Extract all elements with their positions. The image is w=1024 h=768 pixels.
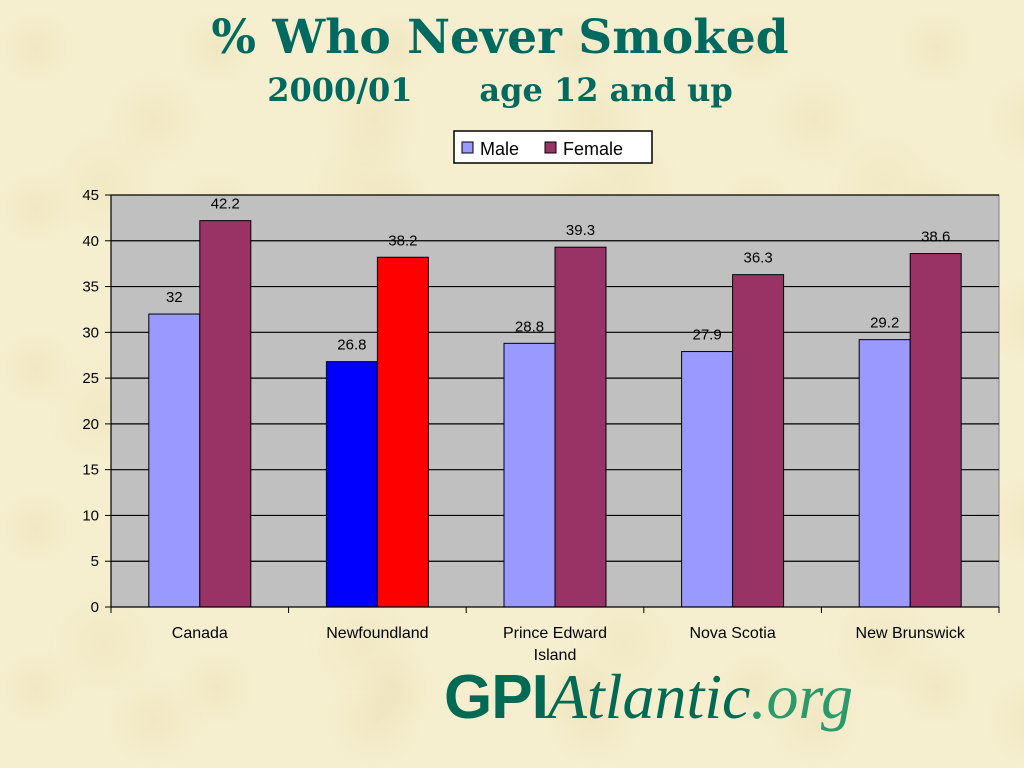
slide-subtitle: 2000/01 age 12 and up	[267, 71, 733, 109]
bar-female	[376, 256, 429, 608]
data-label: 38.2	[388, 232, 417, 249]
y-tick-label: 35	[82, 279, 99, 296]
gpiatlantic-logo: GPI Atlantic .org	[444, 660, 853, 740]
legend-label-male: Male	[480, 139, 519, 159]
y-axis-tick-labels: 0 5 10 15 20 25 30 35 40 45	[82, 187, 99, 616]
y-tick-label: 20	[82, 416, 99, 433]
logo-atlantic: Atlantic	[547, 661, 751, 732]
y-tick-label: 15	[82, 462, 99, 479]
chart-legend: Male Female	[453, 130, 653, 164]
bar-female	[732, 274, 785, 608]
x-tick-label: Nova Scotia	[689, 625, 775, 642]
bar-male	[503, 342, 556, 608]
x-tick-label: New Brunswick	[856, 625, 966, 642]
bar-female	[909, 253, 962, 608]
data-label: 28.8	[515, 318, 544, 335]
data-label: 42.2	[211, 196, 240, 213]
bar-male	[681, 351, 734, 608]
legend-swatch-male	[461, 141, 474, 154]
y-tick-label: 40	[82, 233, 99, 250]
legend-swatch-female	[544, 141, 557, 154]
y-tick-label: 5	[91, 553, 99, 570]
bars	[148, 220, 962, 608]
y-tick-label: 45	[82, 187, 99, 204]
logo-org: .org	[750, 661, 853, 732]
y-tick-label: 25	[82, 370, 99, 387]
bar-male	[148, 313, 201, 608]
axes	[105, 194, 1000, 613]
x-tick-label: Canada	[172, 625, 228, 642]
data-label: 27.9	[692, 327, 721, 344]
y-tick-label: 0	[91, 599, 99, 616]
slide-title: % Who Never Smoked	[211, 10, 789, 65]
legend-label-female: Female	[563, 139, 623, 159]
data-labels: 32 42.2 26.8 38.2 28.8 39.3 27.9 36.3 29.2 38.6	[166, 196, 950, 354]
bar-male	[858, 339, 911, 608]
data-label: 39.3	[566, 222, 595, 239]
x-tick-label: Prince Edward	[503, 625, 607, 642]
bar-female	[554, 246, 607, 608]
y-tick-label: 30	[82, 324, 99, 341]
bar-male	[325, 361, 378, 608]
data-label: 29.2	[870, 315, 899, 332]
bar-female	[199, 220, 252, 608]
y-tick-label: 10	[82, 507, 99, 524]
logo-gpi: GPI	[444, 663, 549, 732]
x-tick-label: Newfoundland	[326, 625, 428, 642]
data-label: 32	[166, 289, 183, 306]
x-axis-tick-labels: Canada Newfoundland Prince Edward Island Nov…	[172, 625, 966, 664]
x-tick-label: Island	[534, 647, 577, 664]
data-label: 36.3	[743, 250, 772, 267]
data-label: 38.6	[921, 229, 950, 246]
data-label: 26.8	[337, 337, 366, 354]
